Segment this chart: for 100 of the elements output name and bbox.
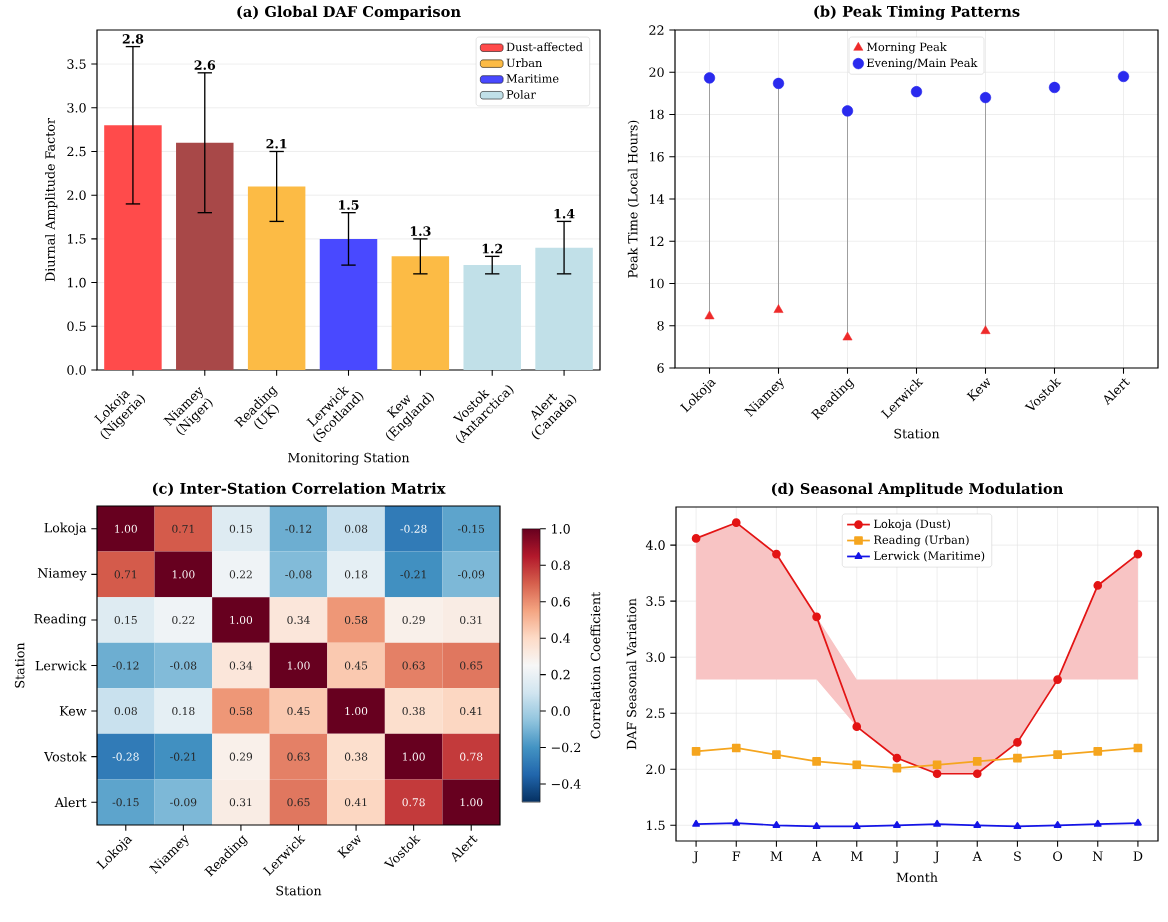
y-tick-label: Niamey bbox=[37, 568, 87, 581]
data-label: 0.34 bbox=[287, 615, 310, 624]
point bbox=[932, 769, 942, 779]
point bbox=[812, 612, 821, 622]
data-label: 0.29 bbox=[229, 752, 253, 761]
point bbox=[692, 819, 700, 827]
data-label: 1.00 bbox=[403, 752, 425, 761]
x-tick-label: J bbox=[893, 851, 899, 864]
y-tick-label: 3.5 bbox=[646, 596, 665, 606]
y-tick-label: 3.0 bbox=[67, 102, 86, 113]
color-bar-label: 1.0 bbox=[552, 524, 570, 534]
y-tick-label: 4.0 bbox=[645, 540, 665, 550]
data-label: -0.28 bbox=[400, 524, 427, 533]
data-label: 1.00 bbox=[230, 615, 253, 624]
y-tick-label: 0.0 bbox=[67, 365, 86, 375]
x-tick-label: M bbox=[770, 851, 783, 861]
data-label: 0.63 bbox=[287, 752, 310, 761]
data-label: -0.15 bbox=[112, 798, 139, 807]
point bbox=[972, 769, 982, 779]
point bbox=[1117, 70, 1130, 83]
legend-label: Polar bbox=[506, 89, 536, 99]
point bbox=[893, 820, 901, 828]
legend-label: Reading (Urban) bbox=[874, 535, 969, 547]
point bbox=[841, 105, 854, 117]
data-label: 0.65 bbox=[460, 661, 483, 670]
point bbox=[979, 91, 992, 104]
point bbox=[703, 72, 716, 84]
point bbox=[1013, 753, 1022, 763]
chart-title: (d) Seasonal Amplitude Modulation bbox=[772, 482, 1064, 497]
data-label: 0.31 bbox=[229, 798, 252, 807]
point bbox=[1053, 675, 1062, 684]
color-bar-label: −0.2 bbox=[551, 742, 581, 753]
legend-label: Lokoja (Dust) bbox=[874, 519, 951, 531]
x-tick-label: F bbox=[732, 851, 741, 861]
y-tick-label: Reading bbox=[34, 613, 87, 627]
legend-label: Urban bbox=[506, 58, 542, 68]
color-bar-label: 0.8 bbox=[551, 560, 570, 571]
y-tick-label: 0.5 bbox=[67, 321, 86, 332]
point bbox=[704, 310, 715, 320]
data-label: 0.45 bbox=[287, 707, 310, 716]
data-label: -0.28 bbox=[112, 752, 139, 761]
bar bbox=[319, 238, 378, 370]
point bbox=[852, 822, 861, 830]
chart-title: (c) Inter-Station Correlation Matrix bbox=[152, 482, 446, 496]
point bbox=[691, 747, 701, 756]
data-label: 1.00 bbox=[460, 798, 483, 807]
y-tick-label: 12 bbox=[650, 236, 664, 246]
point bbox=[1134, 818, 1142, 826]
data-label: 0.58 bbox=[229, 707, 253, 716]
x-tick-label: D bbox=[1133, 851, 1143, 861]
data-label: -0.21 bbox=[170, 752, 196, 761]
point bbox=[980, 325, 991, 334]
data-label: 1.3 bbox=[410, 226, 431, 236]
y-tick-label: 2.0 bbox=[67, 190, 86, 200]
color-bar-label: −0.4 bbox=[551, 779, 581, 789]
legend-label: Maritime bbox=[506, 74, 559, 83]
annotation: 2.8 bbox=[122, 34, 144, 44]
point bbox=[852, 760, 862, 770]
x-axis-title: Station bbox=[276, 885, 322, 896]
point bbox=[1013, 738, 1022, 747]
y-tick-label: 3.0 bbox=[646, 652, 665, 662]
point bbox=[1093, 581, 1103, 590]
data-label: -0.15 bbox=[457, 524, 485, 533]
data-label: 0.18 bbox=[344, 570, 368, 579]
y-tick-label: 22 bbox=[649, 25, 664, 35]
y-tick-label: 18 bbox=[650, 109, 664, 120]
y-axis-title: Station bbox=[14, 642, 25, 688]
x-axis-title: Station bbox=[894, 428, 940, 439]
bar bbox=[391, 256, 450, 370]
point bbox=[933, 819, 941, 827]
y-tick-label: 16 bbox=[650, 151, 664, 162]
data-label: 0.22 bbox=[229, 570, 252, 579]
y-tick-label: 10 bbox=[650, 278, 664, 289]
x-axis-title: Month bbox=[896, 872, 938, 883]
point bbox=[691, 534, 701, 543]
x-axis-title: Monitoring Station bbox=[288, 452, 410, 465]
x-tick-label: M bbox=[850, 851, 863, 861]
bar bbox=[104, 125, 162, 370]
data-label: 1.5 bbox=[339, 200, 359, 210]
point bbox=[773, 304, 784, 313]
chart-title: (b) Peak Timing Patterns bbox=[814, 5, 1020, 20]
point bbox=[1053, 750, 1062, 760]
data-label: -0.08 bbox=[285, 570, 312, 579]
color-bar-label: 0.0 bbox=[551, 706, 570, 716]
data-label: 1.00 bbox=[172, 570, 195, 579]
point bbox=[732, 818, 741, 826]
y-axis-title: Peak Time (Local Hours) bbox=[627, 120, 640, 278]
y-tick-label: 2.5 bbox=[646, 708, 665, 719]
point bbox=[772, 549, 781, 559]
point bbox=[1133, 549, 1143, 559]
data-label: 0.08 bbox=[114, 707, 137, 716]
data-label: -0.09 bbox=[170, 798, 197, 807]
data-label: -0.12 bbox=[285, 524, 312, 533]
data-label: 0.31 bbox=[460, 615, 482, 624]
y-tick-label: 3.5 bbox=[67, 59, 86, 69]
y-tick-label: 2.5 bbox=[67, 146, 86, 157]
y-tick-label: 2.0 bbox=[646, 764, 665, 775]
y-axis-title: DAF Seasonal Variation bbox=[626, 598, 637, 750]
y-tick-label: 1.5 bbox=[647, 820, 665, 831]
point bbox=[731, 518, 741, 528]
